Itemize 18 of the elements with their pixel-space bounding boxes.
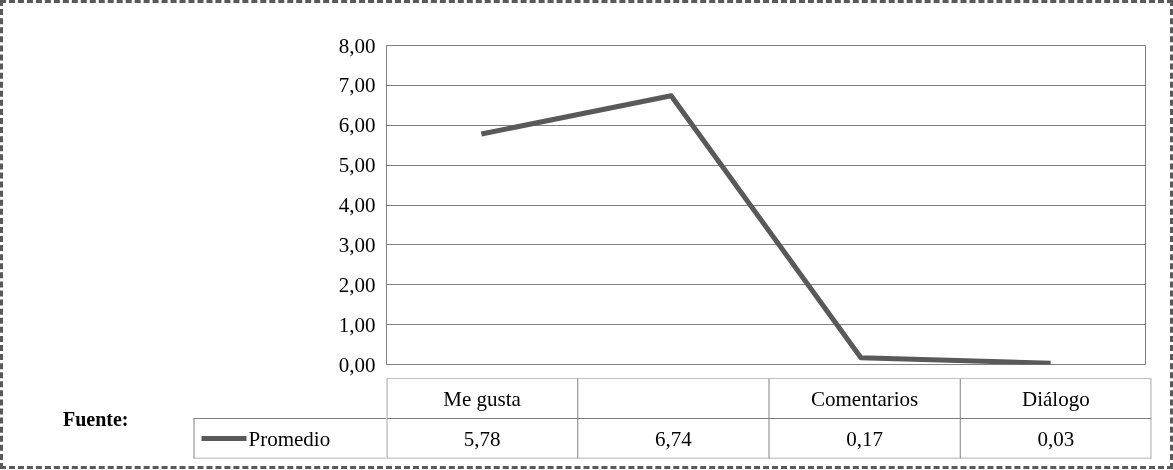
x-tick-label: Comentarios (810, 386, 919, 411)
data-label: 0,17 (846, 426, 883, 451)
y-tick-label: 1,00 (338, 312, 376, 337)
data-label: 6,74 (655, 426, 693, 451)
y-tick-label: 5,00 (338, 153, 376, 178)
y-tick-label: 3,00 (338, 232, 376, 257)
y-tick-label: 2,00 (338, 272, 376, 297)
data-label: 5,78 (463, 426, 501, 451)
x-tick-label: Diálogo (1022, 386, 1090, 411)
y-tick-label: 6,00 (338, 113, 376, 138)
y-tick-label: 7,00 (338, 73, 376, 98)
data-label: 0,03 (1037, 426, 1075, 451)
y-tick-label: 0,00 (338, 352, 376, 377)
legend-label: Promedio (248, 426, 331, 451)
source-note: Fuente: (62, 407, 129, 430)
y-tick-label: 4,00 (338, 193, 376, 217)
y-tick-label: 8,00 (338, 33, 376, 58)
x-tick-label: Me gusta (443, 386, 522, 411)
